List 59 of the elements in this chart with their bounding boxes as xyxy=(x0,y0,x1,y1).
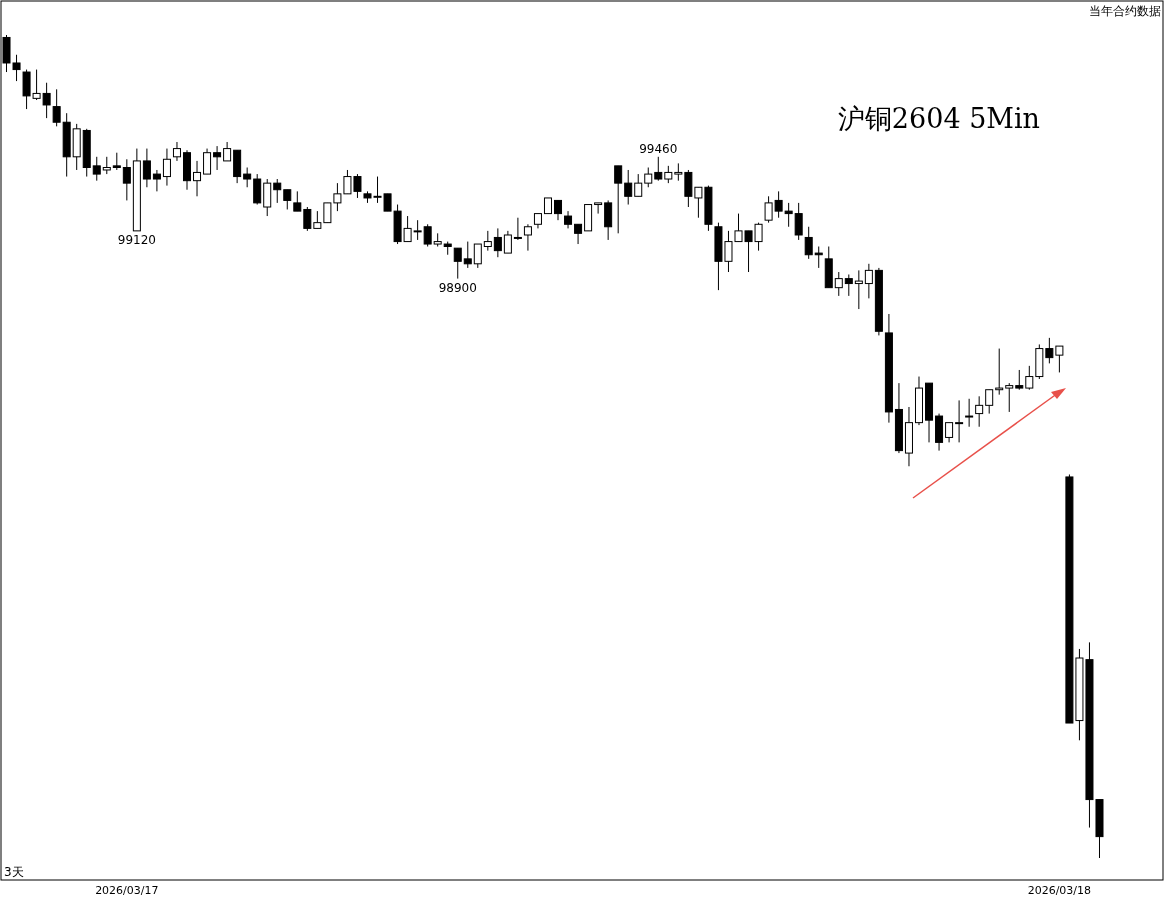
candlestick xyxy=(172,141,181,162)
candlestick xyxy=(523,223,532,252)
candlestick xyxy=(473,243,482,269)
candlestick xyxy=(864,263,873,299)
candlestick xyxy=(193,160,202,197)
candlestick xyxy=(814,246,823,269)
candlestick xyxy=(794,202,803,241)
candlestick xyxy=(975,395,984,428)
candlestick xyxy=(162,148,171,187)
candlestick xyxy=(303,206,312,232)
candlestick xyxy=(1025,365,1034,391)
annotation: 98900 xyxy=(438,280,477,295)
annotation: 99460 xyxy=(639,141,678,156)
candlestick xyxy=(263,178,272,217)
candlestick xyxy=(985,389,994,415)
candlestick xyxy=(253,173,262,206)
candlestick xyxy=(463,241,472,269)
candlestick xyxy=(503,230,512,254)
candlestick xyxy=(493,227,502,258)
candlestick xyxy=(644,167,653,188)
candlestick xyxy=(804,226,813,260)
candlestick xyxy=(554,199,563,221)
candlestick xyxy=(945,422,954,443)
candlestick xyxy=(1005,382,1014,413)
candlestick xyxy=(955,399,964,443)
candlestick xyxy=(483,230,492,252)
candlestick xyxy=(273,178,282,204)
x-tick-label: 2026/03/18 xyxy=(1027,884,1092,897)
candlestick xyxy=(142,148,151,188)
candlestick xyxy=(453,247,462,280)
candlestick xyxy=(604,199,613,241)
candlestick xyxy=(283,189,292,210)
candlestick xyxy=(995,348,1004,396)
text: 3天 xyxy=(4,865,24,879)
candlestick xyxy=(614,165,623,234)
candlestick xyxy=(213,145,222,171)
candlestick xyxy=(122,158,131,201)
candlestick xyxy=(965,398,974,428)
candlestick xyxy=(594,202,603,215)
annotation: 99120 xyxy=(117,232,156,247)
candlestick xyxy=(243,167,252,188)
candlestick xyxy=(624,169,633,206)
text: 沪铜2604 5Min xyxy=(837,103,1040,134)
candlestick xyxy=(92,156,101,182)
candlestick xyxy=(654,156,663,182)
candlestick xyxy=(203,148,212,175)
candlestick xyxy=(223,141,232,162)
candlestick xyxy=(854,269,863,310)
candlestick xyxy=(574,223,583,245)
x-tick-label: 2026/03/17 xyxy=(95,884,159,897)
candlestick xyxy=(52,88,61,127)
candlestick xyxy=(844,273,853,297)
text: 当年合约数据 xyxy=(1089,4,1161,18)
candlestick xyxy=(634,173,643,197)
candlestick xyxy=(293,190,302,212)
candlestick xyxy=(513,217,522,241)
candlestick xyxy=(152,169,161,192)
candlestick xyxy=(1015,369,1024,391)
candlestick xyxy=(834,271,843,297)
